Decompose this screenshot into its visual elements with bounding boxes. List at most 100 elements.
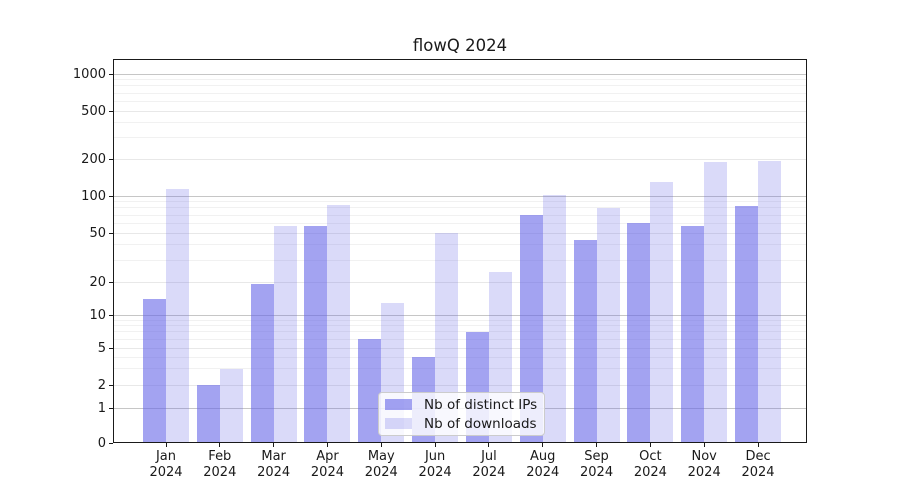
x-tick-mark: [757, 443, 759, 447]
x-tick-year: 2024: [310, 464, 344, 480]
gridline-minor: [114, 368, 806, 370]
y-tick-label: 20: [89, 274, 106, 290]
gridline-minor: [114, 92, 806, 94]
x-tick-month: Aug: [530, 449, 556, 464]
x-tick-mark: [542, 443, 544, 447]
gridline-minor: [114, 319, 806, 321]
gridline-minor: [114, 281, 806, 283]
gridline-minor: [114, 347, 806, 349]
x-tick-mark: [703, 443, 705, 447]
x-tick-month: Nov: [691, 449, 717, 464]
x-tick-mark: [596, 443, 598, 447]
x-tick-month: Feb: [208, 449, 232, 464]
x-tick-mark: [273, 443, 275, 447]
bar-ips-oct: [627, 223, 651, 443]
gridline-minor: [114, 232, 806, 234]
x-tick-mark: [165, 443, 167, 447]
y-tick-mark: [109, 232, 113, 234]
gridline-minor: [114, 85, 806, 87]
gridline-major: [114, 314, 806, 316]
y-tick-mark: [109, 347, 113, 349]
x-tick-month: May: [367, 449, 395, 464]
y-tick-label: 500: [81, 103, 106, 119]
x-tick-year: 2024: [149, 464, 183, 480]
x-tick-label: May 2024: [349, 449, 413, 480]
gridline-minor: [114, 338, 806, 340]
x-tick-mark: [488, 443, 490, 447]
legend-item-distinct-ips: Nb of distinct IPs: [385, 395, 538, 414]
y-tick-mark: [109, 314, 113, 316]
legend: Nb of distinct IPs Nb of downloads: [378, 392, 545, 436]
legend-label: Nb of distinct IPs: [424, 396, 538, 413]
gridline-major: [114, 195, 806, 197]
y-tick-mark: [109, 384, 113, 386]
y-tick-label: 1000: [72, 66, 106, 82]
bar-ips-may: [358, 339, 382, 443]
x-tick-label: Jul 2024: [457, 449, 521, 480]
bar-downloads-nov: [704, 161, 728, 443]
bar-ips-dec: [735, 205, 759, 443]
gridline-minor: [114, 100, 806, 102]
legend-swatch-downloads: [385, 418, 412, 429]
y-tick-mark: [109, 158, 113, 160]
x-tick-label: Sep 2024: [565, 449, 629, 480]
y-tick-mark: [109, 110, 113, 112]
x-tick-month: Apr: [316, 449, 339, 464]
bar-ips-mar: [250, 284, 274, 443]
x-tick-year: 2024: [687, 464, 721, 480]
x-tick-month: Jul: [481, 449, 497, 464]
x-tick-year: 2024: [418, 464, 452, 480]
y-tick-mark: [109, 442, 113, 444]
bar-ips-jan: [143, 298, 166, 443]
x-tick-mark: [219, 443, 221, 447]
y-tick-label: 5: [97, 340, 106, 356]
gridline-minor: [114, 79, 806, 81]
x-tick-month: Oct: [639, 449, 662, 464]
bar-ips-feb: [196, 385, 220, 443]
y-tick-label: 2: [97, 377, 106, 393]
x-tick-label: Jan 2024: [134, 449, 198, 480]
gridline-minor: [114, 325, 806, 327]
legend-item-downloads: Nb of downloads: [385, 414, 538, 433]
y-tick-mark: [109, 195, 113, 197]
bar-downloads-jan: [166, 189, 189, 443]
bar-downloads-aug: [542, 195, 566, 443]
gridline-minor: [114, 244, 806, 246]
gridline-major: [114, 73, 806, 75]
legend-swatch-distinct-ips: [385, 399, 412, 410]
x-tick-month: Jan: [155, 449, 177, 464]
legend-label: Nb of downloads: [424, 415, 537, 432]
gridline-minor: [114, 214, 806, 216]
x-tick-label: Feb 2024: [188, 449, 252, 480]
gridline-minor: [114, 110, 806, 112]
gridline-minor: [114, 384, 806, 386]
x-tick-year: 2024: [526, 464, 560, 480]
x-tick-label: Mar 2024: [242, 449, 306, 480]
x-tick-year: 2024: [580, 464, 614, 480]
x-tick-year: 2024: [633, 464, 667, 480]
x-tick-month: Dec: [745, 449, 771, 464]
plot-area: [113, 59, 807, 443]
gridline-minor: [114, 259, 806, 261]
y-tick-label: 100: [81, 188, 106, 204]
y-tick-label: 0: [97, 435, 106, 451]
x-tick-label: Dec 2024: [726, 449, 790, 480]
gridline-minor: [114, 222, 806, 224]
gridline-minor: [114, 122, 806, 124]
bar-ips-aug: [519, 215, 543, 443]
x-tick-month: Jun: [424, 449, 446, 464]
x-tick-mark: [326, 443, 328, 447]
x-tick-label: Aug 2024: [511, 449, 575, 480]
x-tick-mark: [649, 443, 651, 447]
y-tick-label: 50: [89, 225, 106, 241]
x-tick-month: Mar: [261, 449, 286, 464]
gridline-minor: [114, 201, 806, 203]
y-tick-label: 1: [97, 400, 106, 416]
chart-title: flowQ 2024: [412, 36, 508, 55]
gridline-minor: [114, 331, 806, 333]
bar-downloads-mar: [273, 226, 297, 443]
y-tick-mark: [109, 281, 113, 283]
bar-ips-sep: [573, 239, 597, 443]
x-tick-mark: [434, 443, 436, 447]
